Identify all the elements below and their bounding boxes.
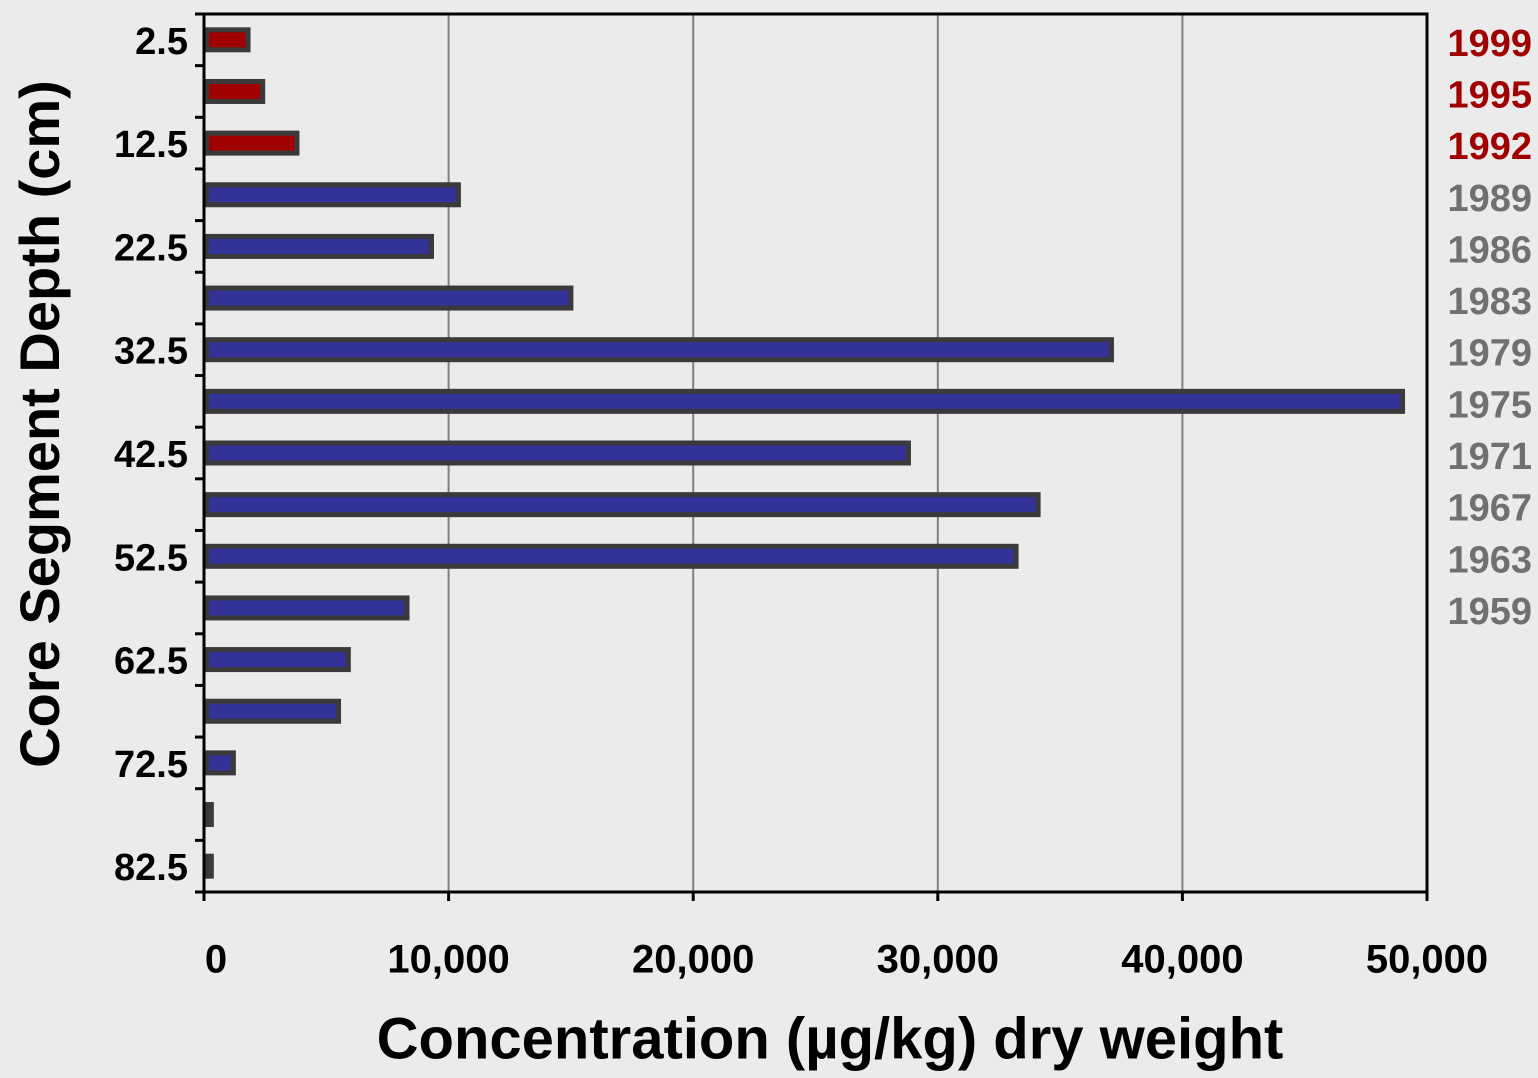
x-tick-label: 20,000: [632, 938, 754, 982]
bar: [204, 595, 410, 621]
year-label: 1971: [1447, 436, 1532, 478]
y-tick-label: 62.5: [114, 641, 188, 683]
bar: [204, 543, 1019, 569]
y-tick-label: 2.5: [135, 21, 188, 63]
bar: [204, 285, 574, 311]
x-axis-title: Concentration (µg/kg) dry weight: [377, 1006, 1284, 1071]
year-label: 1999: [1447, 23, 1532, 65]
bar: [204, 130, 300, 156]
y-tick-label: 32.5: [114, 331, 188, 373]
x-tick-label: 10,000: [387, 938, 509, 982]
y-tick-label: 12.5: [114, 124, 188, 166]
bar: [204, 337, 1114, 363]
bar: [204, 853, 214, 879]
year-label: 1983: [1447, 281, 1532, 323]
y-tick-label: 22.5: [114, 227, 188, 269]
bar: [204, 802, 214, 828]
y-tick-label: 42.5: [114, 434, 188, 476]
year-label: 1986: [1447, 229, 1532, 271]
year-label: 1967: [1447, 488, 1532, 530]
bar: [204, 492, 1041, 518]
bar: [204, 27, 251, 53]
x-tick-label: 50,000: [1366, 938, 1488, 982]
bar: [204, 750, 236, 776]
year-label: 1992: [1447, 126, 1532, 168]
y-tick-label: 82.5: [114, 847, 188, 889]
plot-frame: [202, 12, 1429, 894]
year-label: 1979: [1447, 333, 1532, 375]
bar: [204, 388, 1406, 414]
y-tick-label: 72.5: [114, 744, 188, 786]
bar: [204, 698, 342, 724]
y-tick-label: 52.5: [114, 537, 188, 579]
bar: [204, 182, 461, 208]
bar: [204, 233, 434, 259]
year-label: 1989: [1447, 178, 1532, 220]
year-label: 1975: [1447, 384, 1532, 426]
bar: [204, 647, 351, 673]
year-label: 1995: [1447, 75, 1532, 117]
bar: [204, 78, 266, 104]
x-tick-label: 30,000: [877, 938, 999, 982]
year-label: 1959: [1447, 591, 1532, 633]
year-label: 1963: [1447, 539, 1532, 581]
x-tick-label: 40,000: [1121, 938, 1243, 982]
bar: [204, 440, 911, 466]
y-axis-title: Core Segment Depth (cm): [8, 80, 71, 768]
x-tick-label: 0: [205, 938, 227, 982]
